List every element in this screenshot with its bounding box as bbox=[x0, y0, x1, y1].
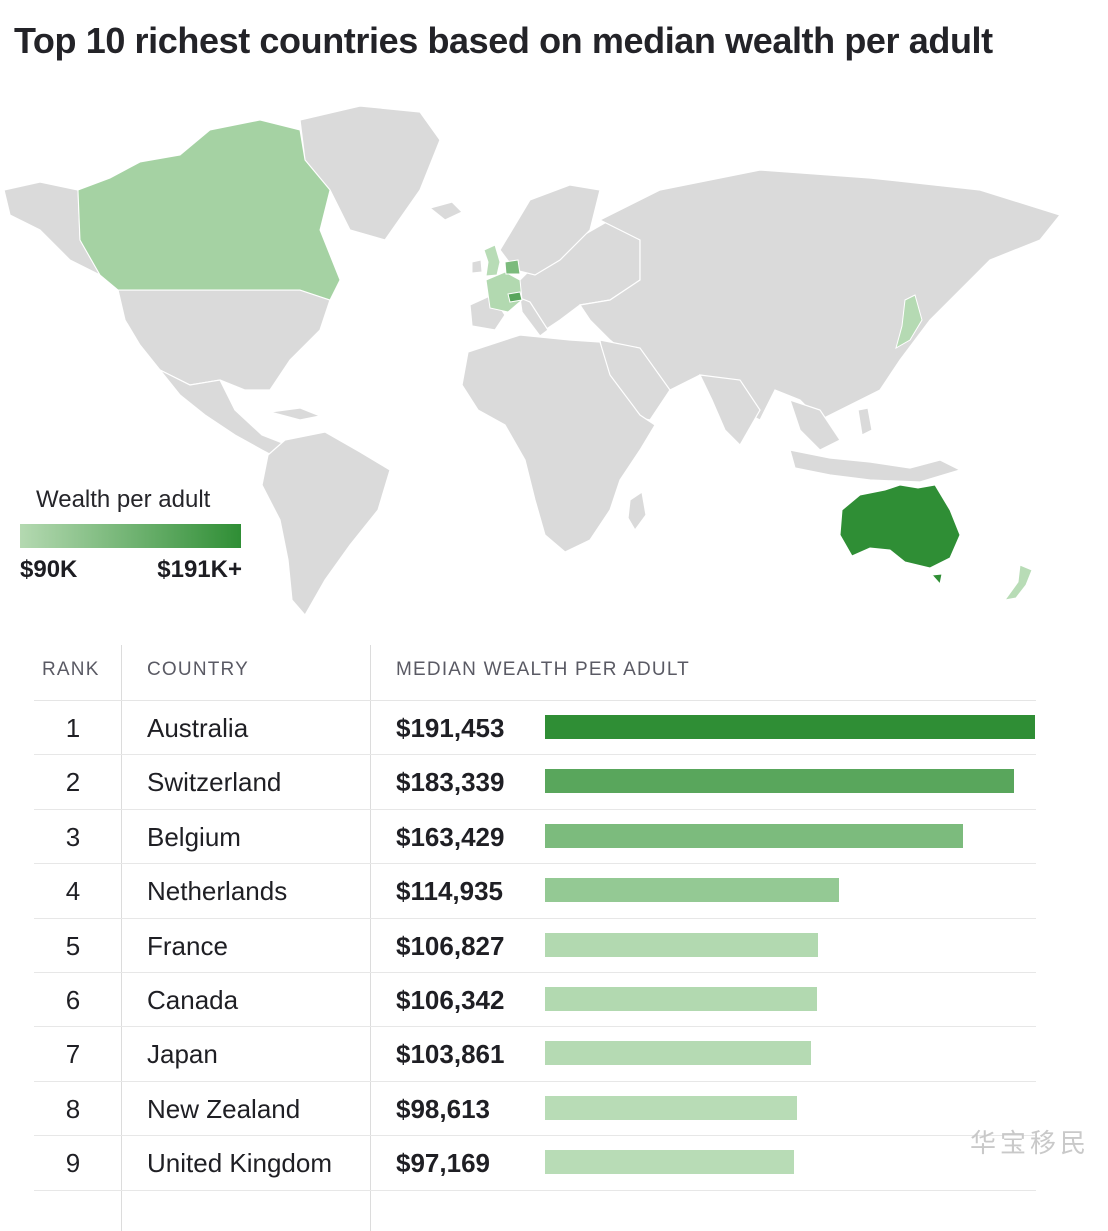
column-divider bbox=[121, 645, 122, 1231]
country-cell: Belgium bbox=[147, 821, 241, 852]
country-cell: France bbox=[147, 930, 228, 961]
legend-gradient-bar bbox=[20, 524, 241, 548]
iceland-shape bbox=[428, 201, 464, 221]
switzerland-shape bbox=[507, 291, 523, 303]
table-row: 8 New Zealand $98,613 bbox=[34, 1082, 1036, 1137]
ireland-shape bbox=[471, 259, 483, 274]
table-body: 1 Australia $191,453 2 Switzerland $183,339 3 B… bbox=[34, 701, 1036, 1191]
philippines-shape bbox=[857, 407, 873, 436]
chart-title: Top 10 richest countries based on median… bbox=[14, 20, 993, 61]
madagascar-shape bbox=[627, 490, 647, 532]
table-row: 7 Japan $103,861 bbox=[34, 1027, 1036, 1082]
australia-shape bbox=[839, 484, 961, 569]
wealth-value-label: $163,429 bbox=[396, 821, 505, 852]
table-row: 4 Netherlands $114,935 bbox=[34, 864, 1036, 919]
wealth-bar bbox=[545, 932, 819, 957]
table-row: 1 Australia $191,453 bbox=[34, 701, 1036, 756]
rank-cell: 5 bbox=[65, 930, 81, 961]
wealth-value-label: $98,613 bbox=[396, 1093, 490, 1124]
legend-min-label: $90K bbox=[20, 556, 78, 583]
rank-cell: 4 bbox=[65, 876, 81, 907]
scandinavia-shape bbox=[499, 184, 601, 276]
rank-cell: 2 bbox=[65, 767, 81, 798]
wealth-column-header: MEDIAN WEALTH PER ADULT bbox=[396, 659, 690, 680]
india-shape bbox=[698, 374, 761, 446]
asia-shape bbox=[578, 169, 1062, 421]
legend-max-label: $191K+ bbox=[157, 556, 242, 583]
country-cell: New Zealand bbox=[147, 1093, 301, 1124]
table-row: 5 France $106,827 bbox=[34, 919, 1036, 973]
watermark-logo: 华宝移民 bbox=[969, 1129, 1090, 1159]
rank-cell: 9 bbox=[65, 1148, 81, 1179]
rank-cell: 7 bbox=[65, 1039, 81, 1070]
country-cell: United Kingdom bbox=[147, 1148, 332, 1179]
column-divider bbox=[370, 645, 371, 1231]
table-row: 9 United Kingdom $97,169 bbox=[34, 1136, 1036, 1191]
france-shape bbox=[485, 271, 523, 313]
south-america-shape bbox=[261, 431, 391, 617]
wealth-bar bbox=[545, 1150, 794, 1175]
ranking-table: RANK COUNTRY MEDIAN WEALTH PER ADULT 1 Au… bbox=[34, 645, 1036, 1231]
usa-shape bbox=[117, 289, 331, 391]
wealth-bar bbox=[545, 769, 1015, 794]
caribbean-shape bbox=[269, 407, 323, 421]
uk-shape bbox=[483, 244, 501, 277]
country-cell: Canada bbox=[147, 984, 239, 1015]
table-row: 6 Canada $106,342 bbox=[34, 973, 1036, 1028]
country-cell: Japan bbox=[147, 1039, 218, 1070]
wealth-value-label: $191,453 bbox=[396, 713, 505, 743]
indonesia-shape bbox=[789, 449, 962, 483]
wealth-value-label: $106,342 bbox=[396, 984, 505, 1015]
legend-title: Wealth per adult bbox=[36, 486, 211, 513]
table-row: 3 Belgium $163,429 bbox=[34, 810, 1036, 865]
italy-shape bbox=[519, 297, 549, 337]
rank-cell: 8 bbox=[65, 1093, 81, 1124]
table-header-row: RANK COUNTRY MEDIAN WEALTH PER ADULT bbox=[34, 645, 1036, 701]
southeast-asia-shape bbox=[789, 399, 841, 451]
country-cell: Australia bbox=[147, 713, 249, 743]
africa-shape bbox=[461, 334, 656, 553]
canada-shape bbox=[77, 119, 341, 301]
wealth-value-label: $114,935 bbox=[396, 876, 504, 907]
country-cell: Netherlands bbox=[147, 876, 288, 907]
new-zealand-shape bbox=[1003, 564, 1033, 601]
wealth-bar bbox=[545, 823, 964, 848]
rank-cell: 6 bbox=[65, 984, 81, 1015]
wealth-bar bbox=[545, 986, 818, 1011]
wealth-value-label: $183,339 bbox=[396, 767, 505, 798]
map-legend: Wealth per adult $90K $191K+ bbox=[20, 486, 242, 584]
wealth-bar bbox=[545, 1041, 811, 1066]
wealth-value-label: $97,169 bbox=[396, 1148, 490, 1179]
rank-cell: 1 bbox=[65, 713, 81, 743]
table-row: 2 Switzerland $183,339 bbox=[34, 755, 1036, 810]
tasmania-shape bbox=[930, 573, 943, 586]
wealth-bar bbox=[545, 715, 1035, 739]
wealth-bar bbox=[545, 878, 840, 903]
wealth-value-label: $103,861 bbox=[396, 1039, 505, 1070]
wealth-value-label: $106,827 bbox=[396, 930, 505, 961]
rank-cell: 3 bbox=[65, 821, 81, 852]
rank-column-header: RANK bbox=[42, 659, 100, 680]
country-column-header: COUNTRY bbox=[147, 659, 249, 680]
country-cell: Switzerland bbox=[147, 767, 282, 798]
japan-shape bbox=[895, 294, 923, 350]
wealth-bar bbox=[545, 1095, 798, 1120]
belgium-netherlands-shape bbox=[504, 259, 521, 275]
world-map bbox=[0, 90, 1108, 635]
